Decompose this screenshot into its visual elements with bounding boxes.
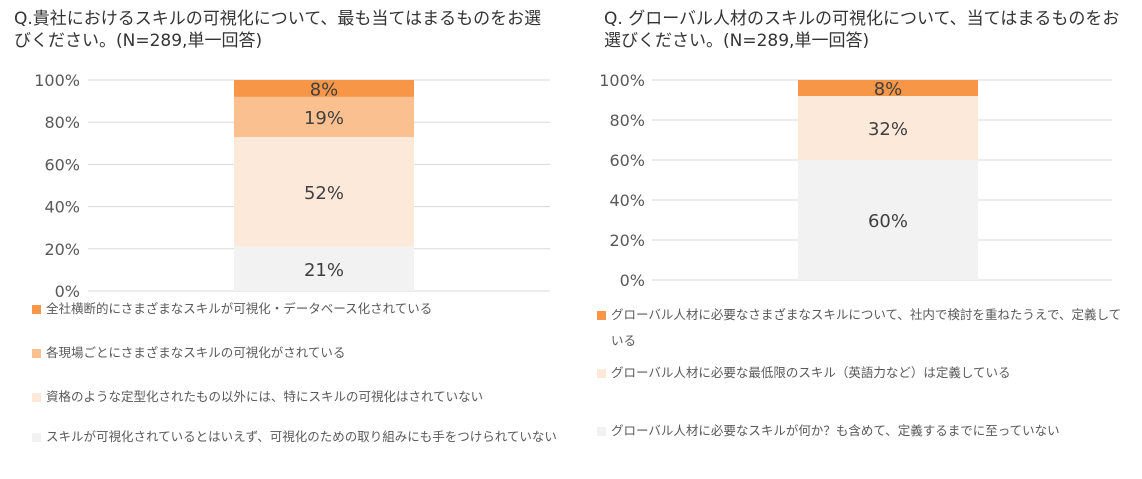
data-label: 8%: [310, 79, 339, 100]
chart2-title: Q. グローバル人材のスキルの可視化について、当てはまるものをお選びください。(…: [604, 9, 1120, 51]
data-label: 52%: [304, 183, 344, 204]
legend-label: 全社横断的にさまざまなスキルが可視化・データベース化されている: [46, 301, 433, 316]
y-tick-label: 20%: [44, 240, 80, 259]
data-label: 8%: [874, 79, 903, 100]
data-label: 21%: [304, 260, 344, 281]
y-tick-label: 80%: [44, 113, 80, 132]
legend-swatch: [32, 349, 41, 358]
y-tick-label: 100%: [34, 71, 80, 90]
legend-item: グローバル人材に必要なスキルが何か？も含めて、定義するまでに至っていない: [597, 418, 1127, 444]
data-label: 32%: [868, 119, 908, 140]
legend-label: スキルが可視化されているとはいえず、可視化のための取り組みにも手をつけられていな…: [46, 429, 557, 444]
bar-segment: [798, 96, 978, 160]
legend-item: スキルが可視化されているとはいえず、可視化のための取り組みにも手をつけられていな…: [32, 424, 562, 450]
y-tick-label: 0%: [55, 282, 80, 301]
legend-item: 各現場ごとにさまざまなスキルの可視化がされている: [32, 340, 562, 366]
bar-segment: [234, 80, 414, 97]
y-tick-label: 0%: [620, 271, 645, 290]
legend-label: グローバル人材に必要なさまざまなスキルについて、社内で検討を重ねたうえで、定義し…: [611, 307, 1122, 348]
legend-swatch: [32, 393, 41, 402]
y-tick-label: 60%: [609, 151, 645, 170]
bar-segment: [798, 160, 978, 280]
y-tick-label: 100%: [599, 71, 645, 90]
legend-label: グローバル人材に必要なスキルが何か？も含めて、定義するまでに至っていない: [611, 423, 1060, 438]
legend-label: 資格のような定型化されたもの以外には、特にスキルの可視化はされていない: [46, 389, 484, 404]
bar-segment: [234, 96, 414, 137]
legend-swatch: [32, 433, 41, 442]
legend-item: 全社横断的にさまざまなスキルが可視化・データベース化されている: [32, 296, 562, 322]
data-label: 19%: [304, 108, 344, 129]
y-tick-label: 40%: [44, 198, 80, 217]
legend-item: グローバル人材に必要なさまざまなスキルについて、社内で検討を重ねたうえで、定義し…: [597, 302, 1127, 354]
legend-swatch: [32, 305, 41, 314]
y-tick-label: 80%: [609, 111, 645, 130]
legend-swatch: [597, 311, 606, 320]
legend-item: 資格のような定型化されたもの以外には、特にスキルの可視化はされていない: [32, 384, 562, 410]
chart1-title: Q.貴社におけるスキルの可視化について、最も当てはまるものをお選びください。(N…: [14, 9, 542, 51]
legend-label: グローバル人材に必要な最低限のスキル（英語力など）は定義している: [611, 365, 1011, 380]
y-tick-label: 40%: [609, 191, 645, 210]
legend-label: 各現場ごとにさまざまなスキルの可視化がされている: [46, 345, 346, 360]
bar-segment: [234, 246, 414, 291]
legend-swatch: [597, 369, 606, 378]
y-tick-label: 20%: [609, 231, 645, 250]
bar-segment: [234, 136, 414, 247]
data-label: 60%: [868, 211, 908, 232]
legend-swatch: [597, 427, 606, 436]
y-tick-label: 60%: [44, 155, 80, 174]
legend-item: グローバル人材に必要な最低限のスキル（英語力など）は定義している: [597, 360, 1127, 386]
bar-segment: [798, 80, 978, 96]
